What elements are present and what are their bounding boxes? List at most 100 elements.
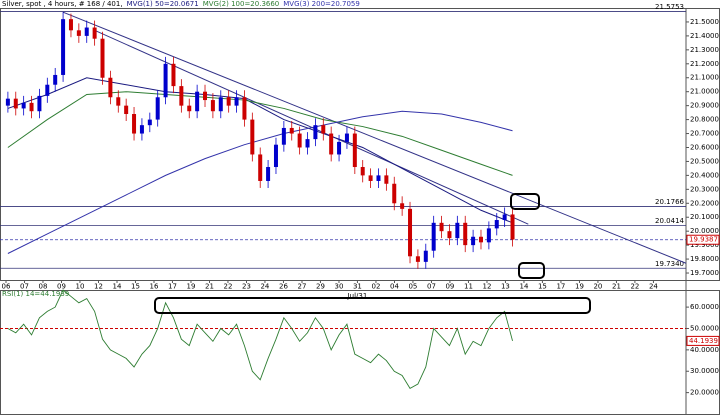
candle-body xyxy=(139,125,144,134)
chart-title: Silver, spot , 4 hours, # 168 / 401, xyxy=(2,0,123,8)
y-tick-label: 21.3000 xyxy=(690,46,719,54)
annotation-box xyxy=(510,193,540,210)
candle-body xyxy=(384,175,389,184)
last-price-label: 19.9387 xyxy=(689,236,718,244)
candle-body xyxy=(321,125,326,134)
x-tick-label: 21 xyxy=(612,283,621,291)
x-tick-label: 29 xyxy=(316,283,325,291)
x-tick-label: 02 xyxy=(371,283,380,291)
candle-body xyxy=(45,84,50,96)
trend-line xyxy=(62,11,687,264)
last-price-box xyxy=(686,234,720,245)
candle-body xyxy=(84,27,89,36)
y-tick-label: 20.1000 xyxy=(690,213,719,221)
x-tick-label: 06 xyxy=(2,283,11,291)
x-tick-label: 24 xyxy=(649,283,658,291)
candle-body xyxy=(92,27,97,39)
legend-entry: MVG(3) 200=20.7059 xyxy=(283,0,360,8)
candle-body xyxy=(337,141,342,155)
x-tick-label: 26 xyxy=(279,283,288,291)
y-tick-label: 20.3000 xyxy=(690,185,719,193)
candle-body xyxy=(258,154,263,181)
moving-average xyxy=(7,77,513,224)
candle-body xyxy=(187,105,192,112)
candle-body xyxy=(423,250,428,262)
y-tick-label: 21.1000 xyxy=(690,74,719,82)
x-tick-label: 09 xyxy=(445,283,454,291)
y-tick-label: 30.0000 xyxy=(690,367,719,375)
candle-body xyxy=(289,127,294,134)
candle-body xyxy=(5,98,10,106)
candle-body xyxy=(124,105,129,115)
y-tick-label: 40.0000 xyxy=(690,346,719,354)
candle-body xyxy=(376,175,381,181)
x-tick-label: 23 xyxy=(242,283,251,291)
candle-body xyxy=(463,222,468,246)
x-tick-label: 07 xyxy=(427,283,436,291)
level-label: 20.0414 xyxy=(655,217,684,225)
annotation-box xyxy=(154,297,591,314)
x-tick-label: 12 xyxy=(483,283,492,291)
candle-body xyxy=(155,97,160,120)
moving-average xyxy=(7,110,513,254)
candle-body xyxy=(163,63,168,98)
candle-body xyxy=(266,167,271,181)
level-label: 20.1766 xyxy=(655,198,684,206)
x-tick-label: 12 xyxy=(94,283,103,291)
candle-body xyxy=(439,222,444,232)
candle-body xyxy=(478,236,483,243)
candle-body xyxy=(431,222,436,251)
candle-body xyxy=(76,30,81,36)
x-tick-label: 17 xyxy=(556,283,565,291)
y-tick-label: 21.2000 xyxy=(690,60,719,68)
candle-body xyxy=(203,91,208,101)
y-tick-label: 21.4000 xyxy=(690,32,719,40)
last-value-label: 44.1939 xyxy=(689,337,718,345)
layers: 21.5000 21.4000 21.3000 21.2000 21.1000 21.00… xyxy=(0,3,720,415)
chart-header: Silver, spot , 4 hours, # 168 / 401, MVG(… xyxy=(2,0,360,8)
candle-body xyxy=(392,183,397,204)
annotation-box xyxy=(518,262,545,279)
y-tick-label: 20.8000 xyxy=(690,116,719,124)
rsi-title: RSI(1) 14=44.1939 xyxy=(2,290,69,298)
y-tick-label: 19.7000 xyxy=(690,269,719,277)
x-tick-label: 19 xyxy=(575,283,584,291)
candle-body xyxy=(21,102,26,109)
y-tick-label: 21.5000 xyxy=(690,18,719,26)
y-tick-label: 60.0000 xyxy=(690,303,719,311)
candle-body xyxy=(471,236,476,246)
candle-body xyxy=(68,19,73,31)
x-tick-label: 08 xyxy=(39,283,48,291)
moving-average xyxy=(7,91,513,176)
candle-body xyxy=(344,133,349,142)
candle-body xyxy=(494,220,499,229)
legend-entry: MVG(1) 50=20.0671 xyxy=(127,0,199,8)
y-tick-label: 19.8000 xyxy=(690,255,719,263)
candle-body xyxy=(61,19,66,75)
x-tick-label: 09 xyxy=(57,283,66,291)
candle-body xyxy=(116,97,121,106)
candle-body xyxy=(368,175,373,181)
x-tick-label: 17 xyxy=(168,283,177,291)
candle-body xyxy=(360,167,365,176)
candle-body xyxy=(226,97,231,106)
candle-body xyxy=(53,74,58,85)
candle-body xyxy=(147,119,152,126)
y-tick-label: 20.0000 xyxy=(690,227,719,235)
candle-body xyxy=(171,63,176,87)
last-value-box xyxy=(686,335,720,346)
candle-body xyxy=(13,98,18,109)
candle-body xyxy=(210,100,215,112)
candle-body xyxy=(486,228,491,243)
y-tick-label: 50.0000 xyxy=(690,324,719,332)
x-tick-label: 10 xyxy=(75,283,84,291)
x-tick-label: 19 xyxy=(187,283,196,291)
x-tick-label: 15 xyxy=(538,283,547,291)
x-tick-label: 27 xyxy=(298,283,307,291)
candle-body xyxy=(305,139,310,148)
x-tick-label: 20 xyxy=(593,283,602,291)
candle-body xyxy=(313,125,318,140)
level-label: 19.7340 xyxy=(655,260,684,268)
